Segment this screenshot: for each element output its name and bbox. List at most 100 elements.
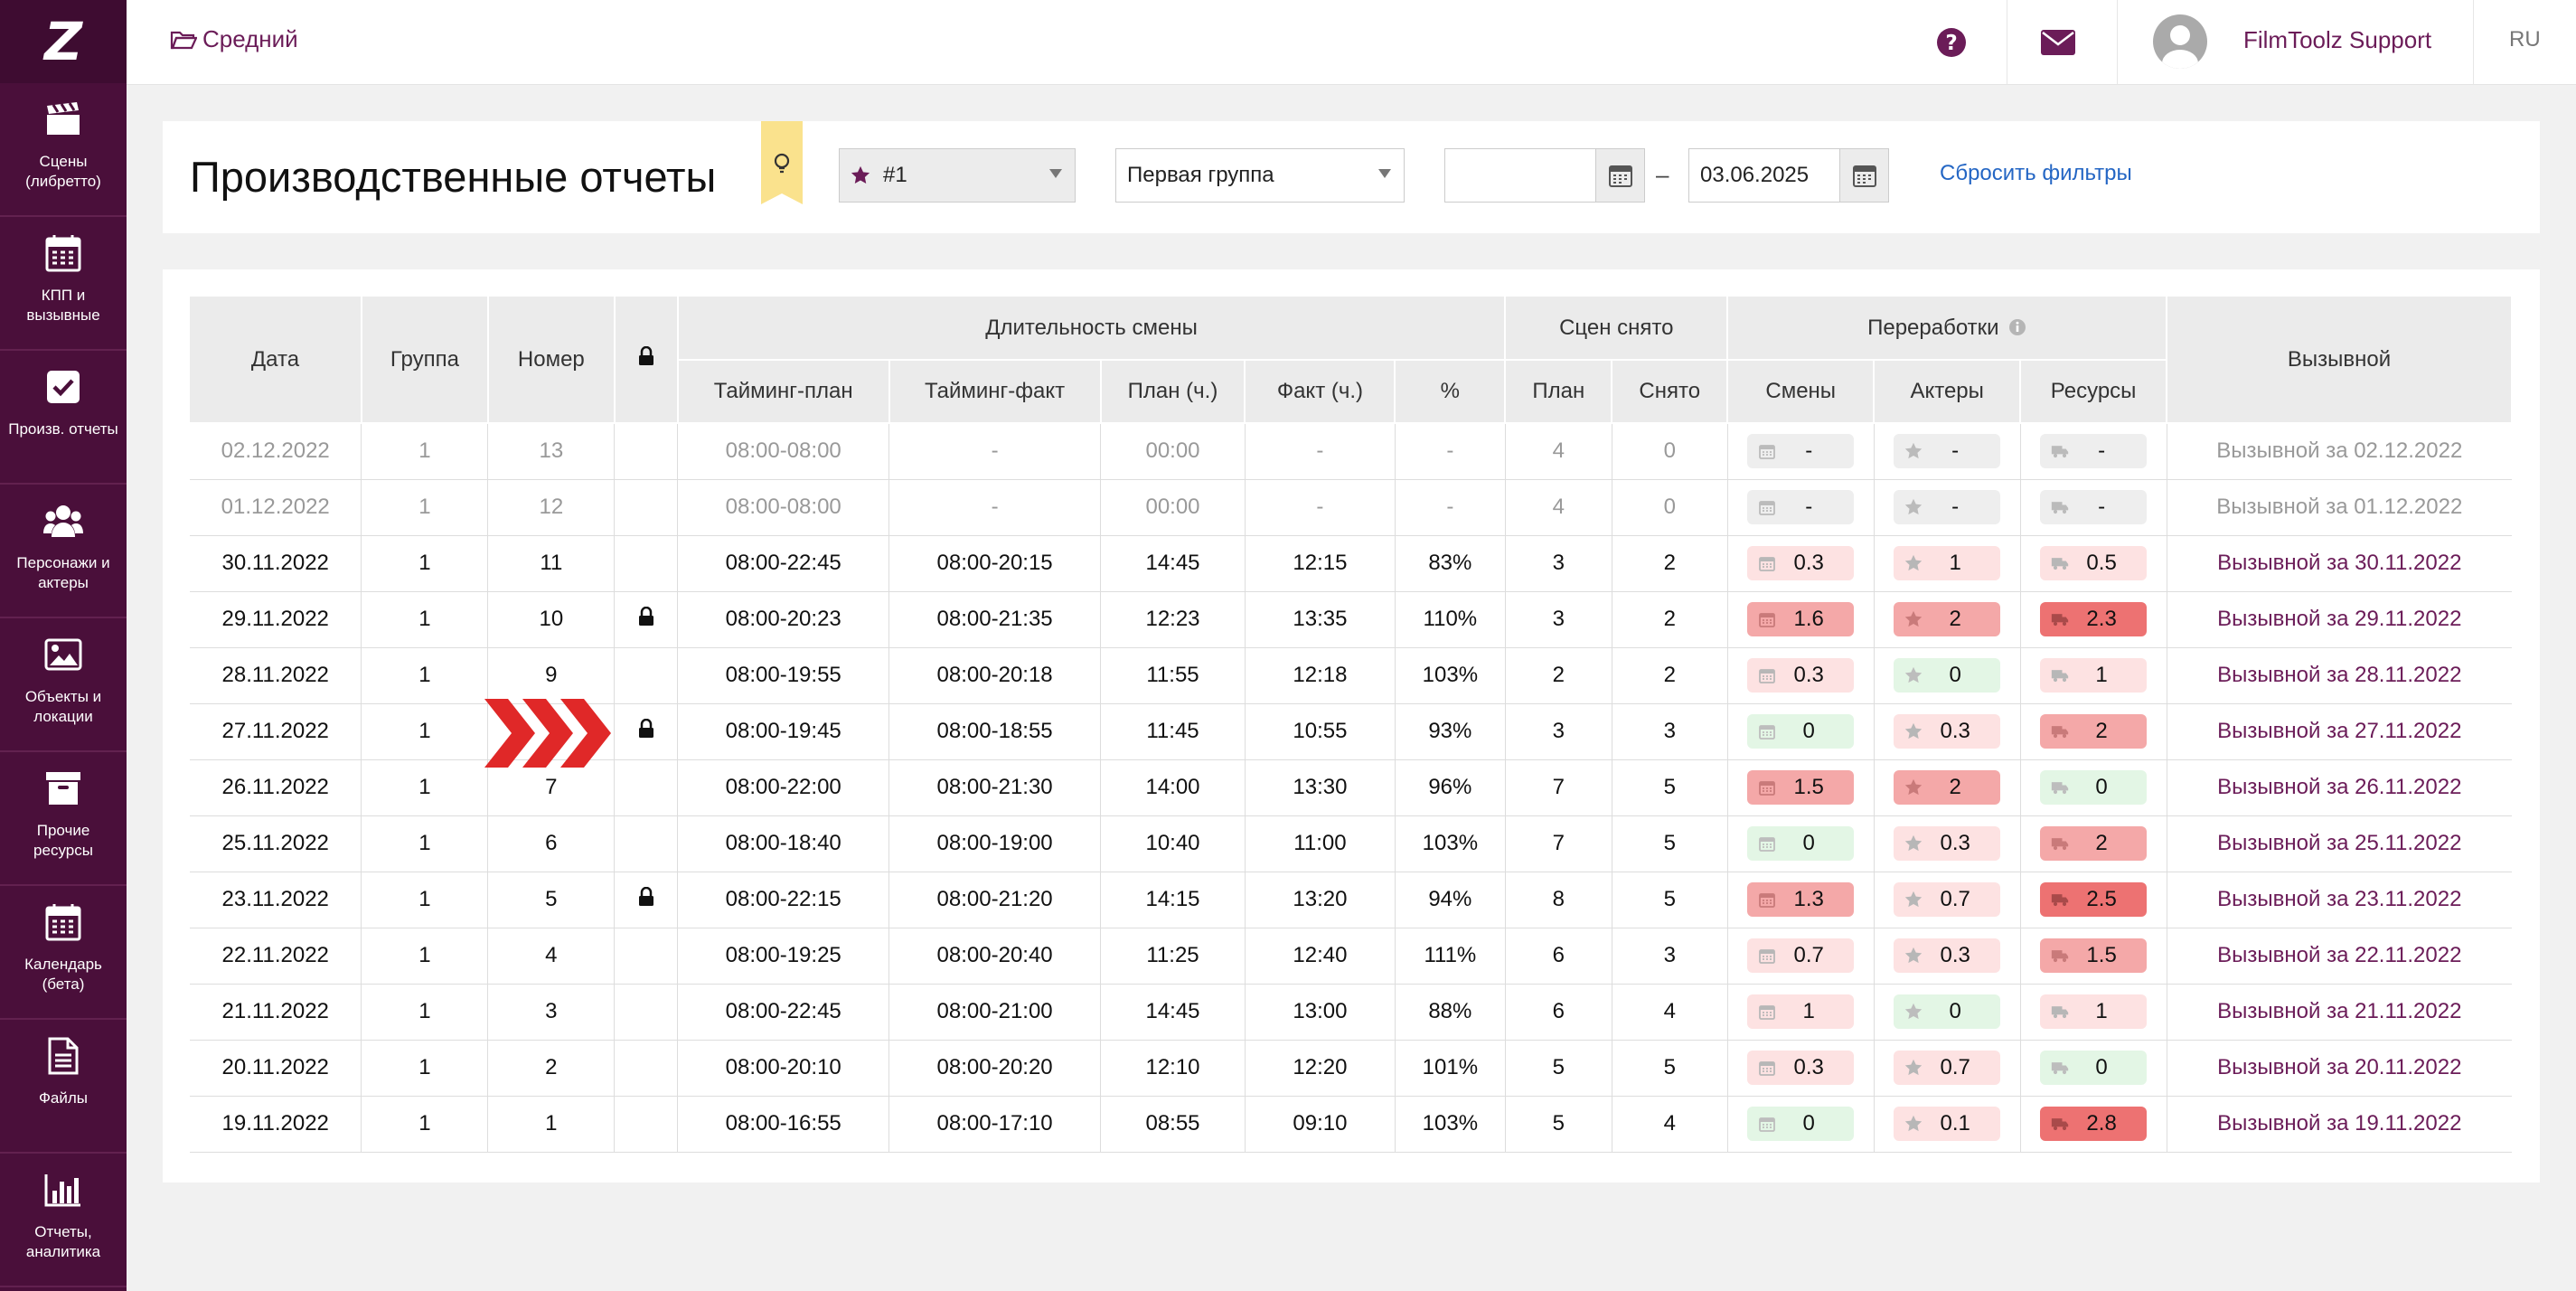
language-switch[interactable]: RU bbox=[2509, 27, 2541, 52]
overtime-pill[interactable]: 1.5 bbox=[2040, 938, 2148, 973]
col-ot-shifts[interactable]: Смены bbox=[1727, 360, 1876, 424]
overtime-pill[interactable]: 1 bbox=[1894, 546, 2001, 580]
sidebar-item-9[interactable]: Отчеты, аналитика bbox=[0, 1154, 127, 1287]
sidebar-item-1[interactable]: Сцены (либретто) bbox=[0, 83, 127, 217]
overtime-pill[interactable]: 2 bbox=[1894, 602, 2001, 636]
help-icon[interactable]: ? bbox=[1936, 27, 1967, 58]
overtime-pill[interactable]: 2 bbox=[2040, 714, 2148, 749]
table-row[interactable]: 21.11.2022 1 3 08:00-22:45 08:00-21:00 14:45 1… bbox=[190, 984, 2512, 1041]
sidebar-item-6[interactable]: Прочие ресурсы bbox=[0, 752, 127, 886]
overtime-pill[interactable]: 0.3 bbox=[1894, 826, 2001, 861]
overtime-pill[interactable]: 1.3 bbox=[1747, 882, 1855, 917]
table-row[interactable]: 28.11.2022 1 9 08:00-19:55 08:00-20:18 11:55 1… bbox=[190, 647, 2512, 704]
col-fact-hours[interactable]: Факт (ч.) bbox=[1245, 360, 1396, 424]
col-number[interactable]: Номер bbox=[487, 297, 616, 424]
avatar[interactable] bbox=[2153, 14, 2207, 69]
call-sheet-link[interactable]: Вызывной за 21.11.2022 bbox=[2167, 984, 2512, 1041]
overtime-pill[interactable]: 0 bbox=[2040, 1051, 2148, 1085]
unit-select[interactable]: #1 bbox=[839, 148, 1076, 203]
overtime-pill[interactable]: 0.5 bbox=[2040, 546, 2148, 580]
overtime-pill[interactable]: 1 bbox=[2040, 994, 2148, 1029]
overtime-pill[interactable]: 0 bbox=[2040, 770, 2148, 805]
call-sheet-link[interactable]: Вызывной за 22.11.2022 bbox=[2167, 928, 2512, 985]
overtime-pill[interactable]: - bbox=[1894, 434, 2001, 469]
call-sheet-link[interactable]: Вызывной за 25.11.2022 bbox=[2167, 815, 2512, 872]
col-ot-resources[interactable]: Ресурсы bbox=[2020, 360, 2168, 424]
date-to-field[interactable]: 03.06.2025 bbox=[1688, 148, 1889, 203]
overtime-pill[interactable]: 0 bbox=[1894, 658, 2001, 693]
call-sheet-link[interactable]: Вызывной за 29.11.2022 bbox=[2167, 591, 2512, 648]
overtime-pill[interactable]: 0 bbox=[1747, 1107, 1855, 1141]
table-row[interactable]: 23.11.2022 1 5 08:00-22:15 08:00-21:20 14:15 1… bbox=[190, 872, 2512, 928]
user-name[interactable]: FilmToolz Support bbox=[2243, 26, 2432, 53]
overtime-pill[interactable]: - bbox=[2040, 490, 2148, 524]
table-row[interactable]: 27.11.2022 1 08:00-19:45 08:00-18:55 11:45 10… bbox=[190, 703, 2512, 760]
date-from-field[interactable] bbox=[1444, 148, 1645, 203]
overtime-pill[interactable]: 2.5 bbox=[2040, 882, 2148, 917]
overtime-pill[interactable]: 0.3 bbox=[1747, 546, 1855, 580]
overtime-pill[interactable]: 0 bbox=[1894, 994, 2001, 1029]
info-icon[interactable] bbox=[2008, 318, 2026, 336]
col-timing-plan[interactable]: Тайминг-план bbox=[677, 360, 890, 424]
table-row[interactable]: 19.11.2022 1 1 08:00-16:55 08:00-17:10 08:55 0… bbox=[190, 1096, 2512, 1153]
call-sheet-link[interactable]: Вызывной за 01.12.2022 bbox=[2167, 479, 2512, 536]
overtime-pill[interactable]: 0.1 bbox=[1894, 1107, 2001, 1141]
table-row[interactable]: 25.11.2022 1 6 08:00-18:40 08:00-19:00 10:40 1… bbox=[190, 815, 2512, 872]
overtime-pill[interactable]: 0 bbox=[1747, 826, 1855, 861]
sidebar-item-5[interactable]: Объекты и локации bbox=[0, 618, 127, 752]
overtime-pill[interactable]: 0.3 bbox=[1894, 714, 2001, 749]
overtime-pill[interactable]: 2.8 bbox=[2040, 1107, 2148, 1141]
table-row[interactable]: 29.11.2022 1 10 08:00-20:23 08:00-21:35 12:23… bbox=[190, 591, 2512, 648]
call-sheet-link[interactable]: Вызывной за 28.11.2022 bbox=[2167, 647, 2512, 704]
call-sheet-link[interactable]: Вызывной за 30.11.2022 bbox=[2167, 535, 2512, 592]
overtime-pill[interactable]: 1.6 bbox=[1747, 602, 1855, 636]
overtime-pill[interactable]: 2 bbox=[1894, 770, 2001, 805]
overtime-pill[interactable]: 1.5 bbox=[1747, 770, 1855, 805]
col-percent[interactable]: % bbox=[1395, 360, 1507, 424]
table-row[interactable]: 20.11.2022 1 2 08:00-20:10 08:00-20:20 12:10 1… bbox=[190, 1040, 2512, 1097]
col-ot-actors[interactable]: Актеры bbox=[1874, 360, 2022, 424]
overtime-pill[interactable]: 0 bbox=[1747, 714, 1855, 749]
overtime-pill[interactable]: 0.7 bbox=[1747, 938, 1855, 973]
sidebar-item-2[interactable]: КПП и вызывные bbox=[0, 217, 127, 351]
table-row[interactable]: 30.11.2022 1 11 08:00-22:45 08:00-20:15 14:45… bbox=[190, 535, 2512, 592]
calendar-icon[interactable] bbox=[1839, 149, 1888, 202]
overtime-pill[interactable]: 1 bbox=[2040, 658, 2148, 693]
overtime-pill[interactable]: - bbox=[1747, 434, 1855, 469]
overtime-pill[interactable]: 0.7 bbox=[1894, 1051, 2001, 1085]
call-sheet-link[interactable]: Вызывной за 23.11.2022 bbox=[2167, 872, 2512, 928]
call-sheet-link[interactable]: Вызывной за 26.11.2022 bbox=[2167, 759, 2512, 816]
call-sheet-link[interactable]: Вызывной за 20.11.2022 bbox=[2167, 1040, 2512, 1097]
sidebar-item-4[interactable]: Персонажи и актеры bbox=[0, 485, 127, 618]
overtime-pill[interactable]: 1 bbox=[1747, 994, 1855, 1029]
reset-filters-link[interactable]: Сбросить фильтры bbox=[1940, 161, 2132, 185]
col-plan-hours[interactable]: План (ч.) bbox=[1100, 360, 1246, 424]
group-select[interactable]: Первая группа bbox=[1115, 148, 1405, 203]
mail-icon[interactable] bbox=[2041, 30, 2075, 55]
lightbulb-bookmark-icon[interactable] bbox=[759, 121, 804, 204]
sidebar-item-3[interactable]: Произв. отчеты bbox=[0, 351, 127, 485]
call-sheet-link[interactable]: Вызывной за 19.11.2022 bbox=[2167, 1096, 2512, 1153]
sidebar-item-8[interactable]: Файлы bbox=[0, 1020, 127, 1154]
table-row[interactable]: 02.12.2022 1 13 08:00-08:00-00:00- -4 0- - - Выз… bbox=[190, 423, 2512, 480]
table-row[interactable]: 01.12.2022 1 12 08:00-08:00-00:00- -4 0- - - Выз… bbox=[190, 479, 2512, 536]
call-sheet-link[interactable]: Вызывной за 27.11.2022 bbox=[2167, 703, 2512, 760]
overtime-pill[interactable]: 0.3 bbox=[1894, 938, 2001, 973]
col-scenes-plan[interactable]: План bbox=[1505, 360, 1613, 424]
overtime-pill[interactable]: - bbox=[1747, 490, 1855, 524]
overtime-pill[interactable]: - bbox=[1894, 490, 2001, 524]
overtime-pill[interactable]: - bbox=[2040, 434, 2148, 469]
overtime-pill[interactable]: 2 bbox=[2040, 826, 2148, 861]
calendar-icon[interactable] bbox=[1595, 149, 1644, 202]
table-row[interactable]: 22.11.2022 1 4 08:00-19:25 08:00-20:40 11:25 1… bbox=[190, 928, 2512, 985]
table-row[interactable]: 26.11.2022 1 7 08:00-22:00 08:00-21:30 14:00 1… bbox=[190, 759, 2512, 816]
call-sheet-link[interactable]: Вызывной за 02.12.2022 bbox=[2167, 423, 2512, 480]
overtime-pill[interactable]: 2.3 bbox=[2040, 602, 2148, 636]
col-timing-fact[interactable]: Тайминг-факт bbox=[888, 360, 1102, 424]
col-scenes-done[interactable]: Снято bbox=[1612, 360, 1729, 424]
overtime-pill[interactable]: 0.3 bbox=[1747, 658, 1855, 693]
logo[interactable]: Z bbox=[0, 0, 127, 83]
col-date[interactable]: Дата bbox=[190, 297, 362, 424]
overtime-pill[interactable]: 0.7 bbox=[1894, 882, 2001, 917]
col-group[interactable]: Группа bbox=[361, 297, 489, 424]
